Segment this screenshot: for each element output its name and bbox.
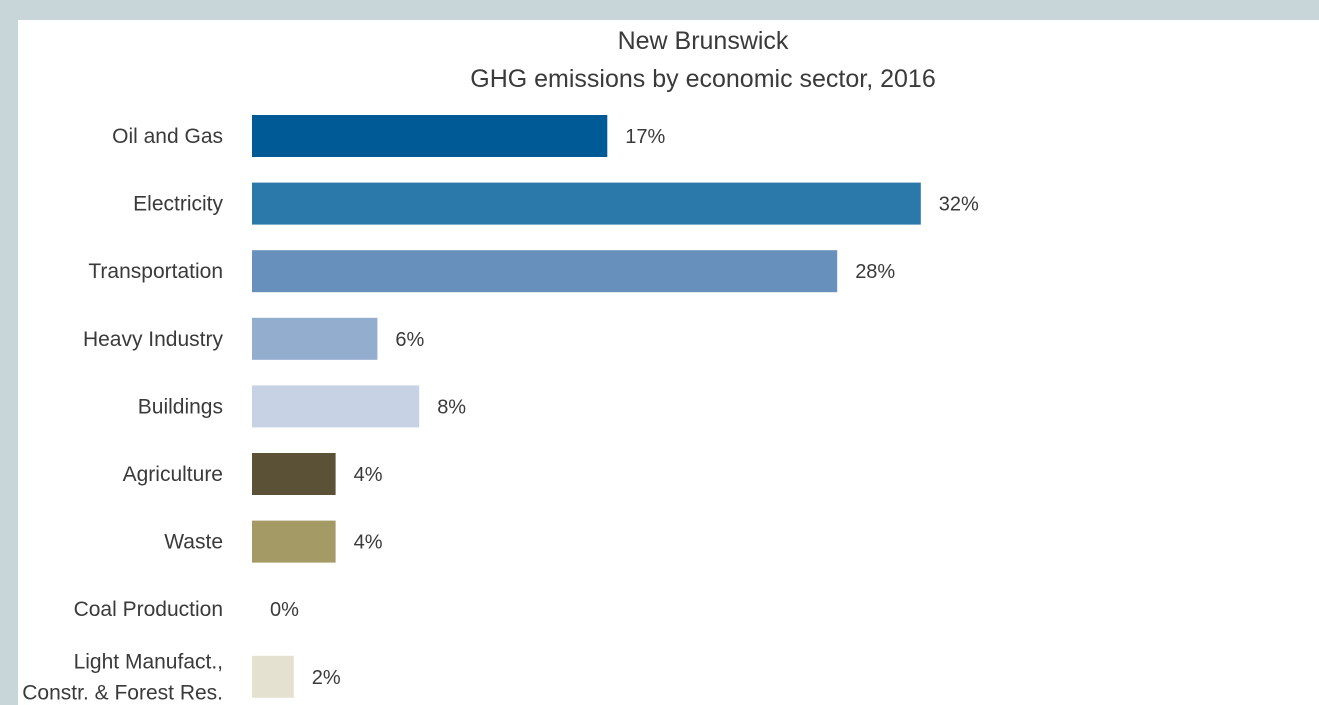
bar-waste xyxy=(252,520,336,563)
category-label-oil-and-gas: Oil and Gas xyxy=(112,125,223,148)
chart-panel: New Brunswick GHG emissions by economic … xyxy=(18,20,1319,705)
value-label-buildings: 8% xyxy=(437,396,466,418)
value-label-heavy-industry: 6% xyxy=(395,329,424,351)
value-label-light-manufact-constr-forest-res: 2% xyxy=(312,667,341,689)
category-label-waste: Waste xyxy=(164,531,223,554)
category-label-coal-production: Coal Production xyxy=(74,598,223,621)
category-label-light-manufact-constr-forest-res: Light Manufact., Constr. & Forest Res. xyxy=(22,650,223,704)
category-label-heavy-industry: Heavy Industry xyxy=(83,328,224,351)
chart-subtitle: GHG emissions by economic sector, 2016 xyxy=(470,65,935,93)
bar-electricity xyxy=(252,182,921,225)
bar-heavy-industry xyxy=(252,317,378,360)
category-label-electricity: Electricity xyxy=(133,193,223,216)
bar-transportation xyxy=(252,250,838,293)
bars-group: Oil and Gas 17% Electricity 32% Transportati… xyxy=(22,115,979,704)
value-label-oil-and-gas: 17% xyxy=(625,126,665,148)
bar-agriculture xyxy=(252,453,336,495)
value-label-agriculture: 4% xyxy=(354,464,383,486)
value-label-waste: 4% xyxy=(354,532,383,554)
bar-buildings xyxy=(252,385,420,428)
bar-oil-and-gas xyxy=(252,115,608,157)
value-label-electricity: 32% xyxy=(939,194,979,216)
category-label-buildings: Buildings xyxy=(138,395,223,418)
chart-title: New Brunswick xyxy=(618,27,789,55)
category-label-agriculture: Agriculture xyxy=(123,463,223,486)
bar-chart: New Brunswick GHG emissions by economic … xyxy=(22,27,979,704)
value-label-coal-production: 0% xyxy=(270,599,299,621)
category-label-transportation: Transportation xyxy=(88,260,223,283)
value-label-transportation: 28% xyxy=(855,261,895,283)
bar-light-manufact-constr-forest-res xyxy=(252,655,294,698)
